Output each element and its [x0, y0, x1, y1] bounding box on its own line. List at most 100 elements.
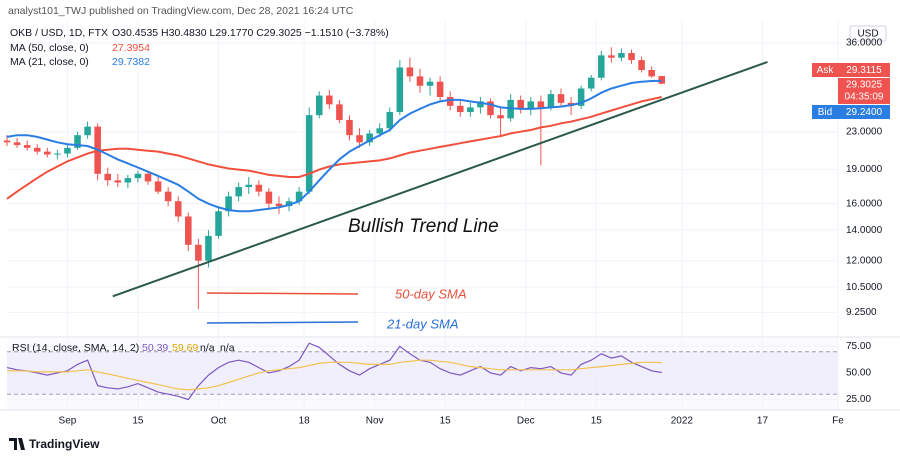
candle-body — [215, 211, 222, 236]
candle-body — [366, 133, 373, 143]
rsi-na: n/a — [200, 342, 215, 354]
ma50-legend: MA (50, close, 0) — [10, 42, 89, 54]
annotation: 50-day SMA — [395, 286, 467, 301]
candle-body — [64, 147, 71, 154]
candle-body — [13, 142, 21, 146]
candle-body — [396, 67, 404, 113]
candle-body — [467, 107, 474, 113]
ma21-legend: MA (21, close, 0) — [10, 56, 89, 68]
rsi-tick-label: 75.00 — [846, 341, 871, 352]
last-price-tag — [838, 78, 890, 104]
candle-body — [487, 101, 494, 116]
candle-body — [436, 81, 444, 97]
candle-body — [23, 145, 31, 148]
ma21-value: 29.7382 — [112, 56, 150, 68]
x-tick-label: Oct — [211, 416, 227, 427]
y-tick-label: 36.0000 — [846, 38, 883, 49]
rsi-line — [6, 342, 662, 401]
rsi-value: 50.39 — [142, 342, 168, 354]
y-tick-label: 12.0000 — [846, 255, 883, 266]
candle-body — [295, 191, 303, 202]
moving-average — [6, 79, 662, 213]
candle-body — [356, 135, 363, 143]
candle-body — [527, 101, 535, 109]
candle-body — [245, 184, 253, 188]
y-tick-label: 19.0000 — [846, 164, 883, 175]
byline: analyst101_TWJ published on TradingView.… — [8, 5, 354, 17]
candle-body — [164, 191, 172, 202]
candle-body — [406, 67, 414, 77]
candle-body — [336, 104, 343, 120]
plot — [3, 47, 768, 401]
candle-body — [205, 235, 212, 261]
candle-body — [456, 105, 464, 113]
candle-body — [154, 181, 162, 192]
bid-price-tag — [838, 105, 890, 119]
candle-body — [33, 147, 41, 152]
candle-body — [255, 184, 263, 192]
x-tick-label: 18 — [299, 416, 311, 427]
currency-box[interactable] — [849, 25, 887, 42]
candle-body — [285, 201, 293, 207]
x-tick-label: 15 — [591, 416, 603, 427]
ma50-value: 27.3954 — [112, 42, 150, 54]
x-tick-label: 15 — [440, 416, 452, 427]
bid-price: 29.2400 — [846, 107, 883, 118]
rsi-tick-label: 25.00 — [846, 394, 871, 405]
last-price: 29.3025 — [846, 80, 883, 91]
candle-body — [618, 53, 625, 58]
candle-body — [557, 94, 565, 103]
candle-body — [608, 55, 615, 58]
candle-body — [346, 119, 353, 136]
candle-body — [84, 126, 91, 136]
y-tick-label: 9.2500 — [846, 307, 877, 318]
ohlc: O30.4535 H30.4830 L29.1770 C29.3025 −1.1… — [112, 27, 389, 39]
bid-tag — [812, 105, 838, 119]
symbol: OKB / USD, 1D, FTX — [10, 27, 108, 39]
candle-body — [628, 53, 635, 61]
y-tick-label: 23.0000 — [846, 126, 883, 137]
rsi-band — [7, 351, 838, 395]
candle-body — [235, 187, 242, 197]
ask-price-tag — [838, 63, 890, 77]
candle-body — [305, 115, 313, 192]
candle-body — [144, 173, 152, 182]
bid-label: Bid — [818, 107, 832, 118]
x-tick-label: Nov — [366, 416, 384, 427]
rsi-sma-value: 59.69 — [172, 342, 198, 354]
annotation-line — [206, 321, 359, 324]
candle-body — [265, 191, 273, 204]
candle-body — [638, 60, 645, 70]
x-tick-label: Fe — [832, 416, 844, 427]
candle-body — [44, 151, 51, 155]
logo-text: TradingView — [29, 437, 100, 451]
annotation: 21-day SMA — [386, 316, 459, 331]
candle-body — [547, 94, 555, 108]
candle-body — [74, 135, 81, 148]
candle-body — [658, 76, 666, 84]
candle-body — [577, 88, 585, 106]
candle-body — [386, 112, 394, 129]
candle-body — [124, 178, 132, 183]
candle-body — [537, 101, 545, 108]
rsi-line — [7, 359, 662, 391]
candle-body — [3, 140, 11, 143]
candle-body — [477, 101, 484, 108]
candle-body — [517, 99, 524, 109]
annotation-line — [206, 292, 359, 295]
ask-label: Ask — [817, 65, 835, 76]
trend-line — [112, 60, 768, 298]
candle-body — [134, 173, 142, 179]
logo[interactable]: TradingView — [9, 437, 100, 451]
trend-line-label: Bullish Trend Line — [348, 216, 499, 237]
candle-body — [315, 95, 323, 116]
candle-body — [587, 77, 595, 89]
candle-body — [598, 55, 605, 78]
candle-body — [114, 180, 122, 183]
y-tick-label: 10.5000 — [846, 282, 883, 293]
countdown: 04:35:09 — [845, 92, 884, 103]
x-tick-label: Sep — [59, 416, 77, 427]
candle-body — [54, 153, 61, 155]
x-tick-label: 15 — [132, 416, 144, 427]
candle-body — [446, 96, 454, 106]
